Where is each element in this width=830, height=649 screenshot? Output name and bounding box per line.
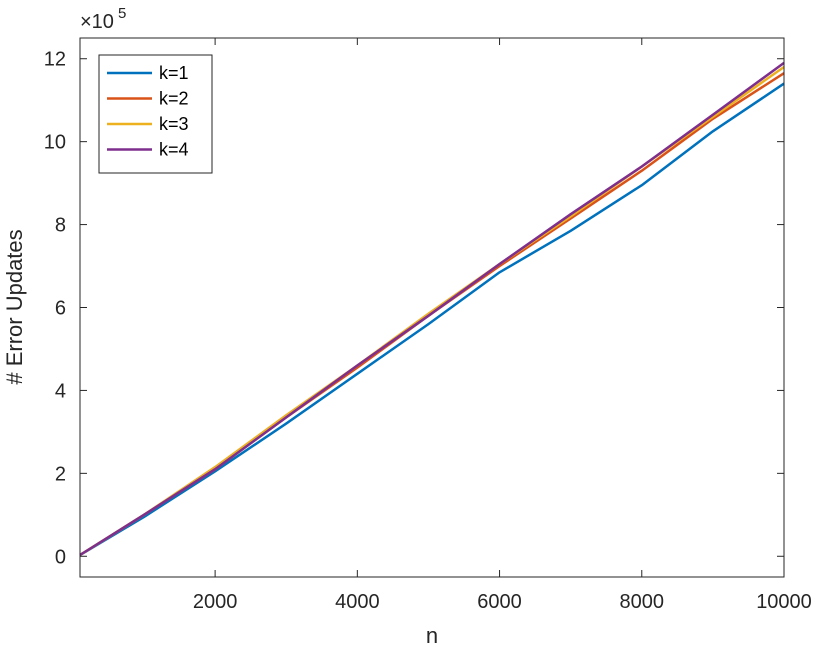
y-tick-label: 2	[55, 463, 66, 485]
legend-label: k=1	[159, 63, 189, 83]
y-tick-label: 12	[44, 49, 66, 71]
legend-entries: k=1 k=2 k=3 k=4	[107, 63, 189, 160]
y-tick-label: 8	[55, 215, 66, 237]
x-axis-label: n	[426, 623, 438, 648]
legend: k=1 k=2 k=3 k=4	[98, 54, 213, 174]
x-tick-label: 4000	[335, 591, 380, 613]
x-tick-label: 2000	[193, 591, 238, 613]
y-exponent-base: ×10	[80, 11, 114, 33]
series-line-k=4	[79, 61, 785, 557]
x-tick-label: 10000	[756, 591, 812, 613]
tick-labels-layer: 2000 4000 6000 8000 10000 0 2 4 6 8 10 12	[44, 49, 812, 613]
y-tick-label: 4	[55, 380, 66, 402]
ticks-layer	[80, 38, 785, 577]
y-tick-label: 10	[44, 132, 66, 154]
legend-box	[98, 54, 213, 174]
series-layer	[79, 61, 785, 557]
y-tick-label: 0	[55, 546, 66, 568]
legend-label: k=4	[159, 140, 189, 160]
y-exponent-power: 5	[118, 5, 126, 22]
legend-label: k=2	[159, 89, 189, 109]
y-exponent-label: ×10 5	[80, 5, 126, 33]
legend-label: k=3	[159, 114, 189, 134]
x-tick-label: 6000	[477, 591, 522, 613]
series-line-k=1	[79, 82, 785, 557]
y-tick-label: 6	[55, 298, 66, 320]
x-tick-label: 8000	[620, 591, 665, 613]
y-axis-label: # Error Updates	[2, 229, 27, 384]
